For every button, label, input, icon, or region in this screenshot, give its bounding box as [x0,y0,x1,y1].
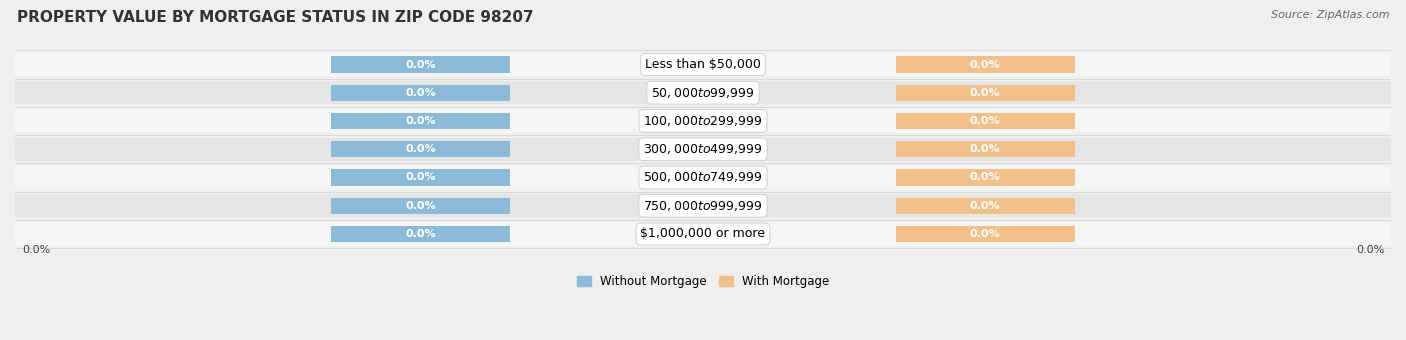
Bar [15,81,1391,104]
Bar [15,222,1391,245]
Text: 0.0%: 0.0% [22,245,51,255]
Bar [332,113,510,129]
Text: 0.0%: 0.0% [405,172,436,183]
Bar [332,56,510,73]
Text: $1,000,000 or more: $1,000,000 or more [641,227,765,240]
Bar [332,169,510,186]
Text: $50,000 to $99,999: $50,000 to $99,999 [651,86,755,100]
Text: 0.0%: 0.0% [1355,245,1384,255]
Bar [896,56,1074,73]
Text: 0.0%: 0.0% [970,116,1001,126]
Text: 0.0%: 0.0% [405,201,436,211]
Text: 0.0%: 0.0% [405,229,436,239]
Text: $300,000 to $499,999: $300,000 to $499,999 [644,142,762,156]
Bar [15,166,1391,189]
Text: 0.0%: 0.0% [405,59,436,70]
Bar [15,109,1391,133]
Bar [896,198,1074,214]
Bar [896,226,1074,242]
Bar [896,85,1074,101]
Text: 0.0%: 0.0% [970,59,1001,70]
Bar [332,226,510,242]
Text: $500,000 to $749,999: $500,000 to $749,999 [644,170,762,185]
Bar [896,113,1074,129]
Bar [896,141,1074,157]
Text: 0.0%: 0.0% [405,88,436,98]
Bar [15,53,1391,76]
Bar [896,169,1074,186]
Bar [332,141,510,157]
Text: 0.0%: 0.0% [405,116,436,126]
Text: 0.0%: 0.0% [970,172,1001,183]
Text: PROPERTY VALUE BY MORTGAGE STATUS IN ZIP CODE 98207: PROPERTY VALUE BY MORTGAGE STATUS IN ZIP… [17,10,533,25]
Text: $100,000 to $299,999: $100,000 to $299,999 [644,114,762,128]
Text: 0.0%: 0.0% [970,144,1001,154]
Text: 0.0%: 0.0% [970,229,1001,239]
Legend: Without Mortgage, With Mortgage: Without Mortgage, With Mortgage [576,275,830,288]
Text: 0.0%: 0.0% [970,88,1001,98]
Text: $750,000 to $999,999: $750,000 to $999,999 [644,199,762,213]
Text: 0.0%: 0.0% [405,144,436,154]
Bar [332,85,510,101]
Text: Source: ZipAtlas.com: Source: ZipAtlas.com [1271,10,1389,20]
Text: Less than $50,000: Less than $50,000 [645,58,761,71]
Bar [15,138,1391,161]
Bar [15,194,1391,217]
Text: 0.0%: 0.0% [970,201,1001,211]
Bar [332,198,510,214]
